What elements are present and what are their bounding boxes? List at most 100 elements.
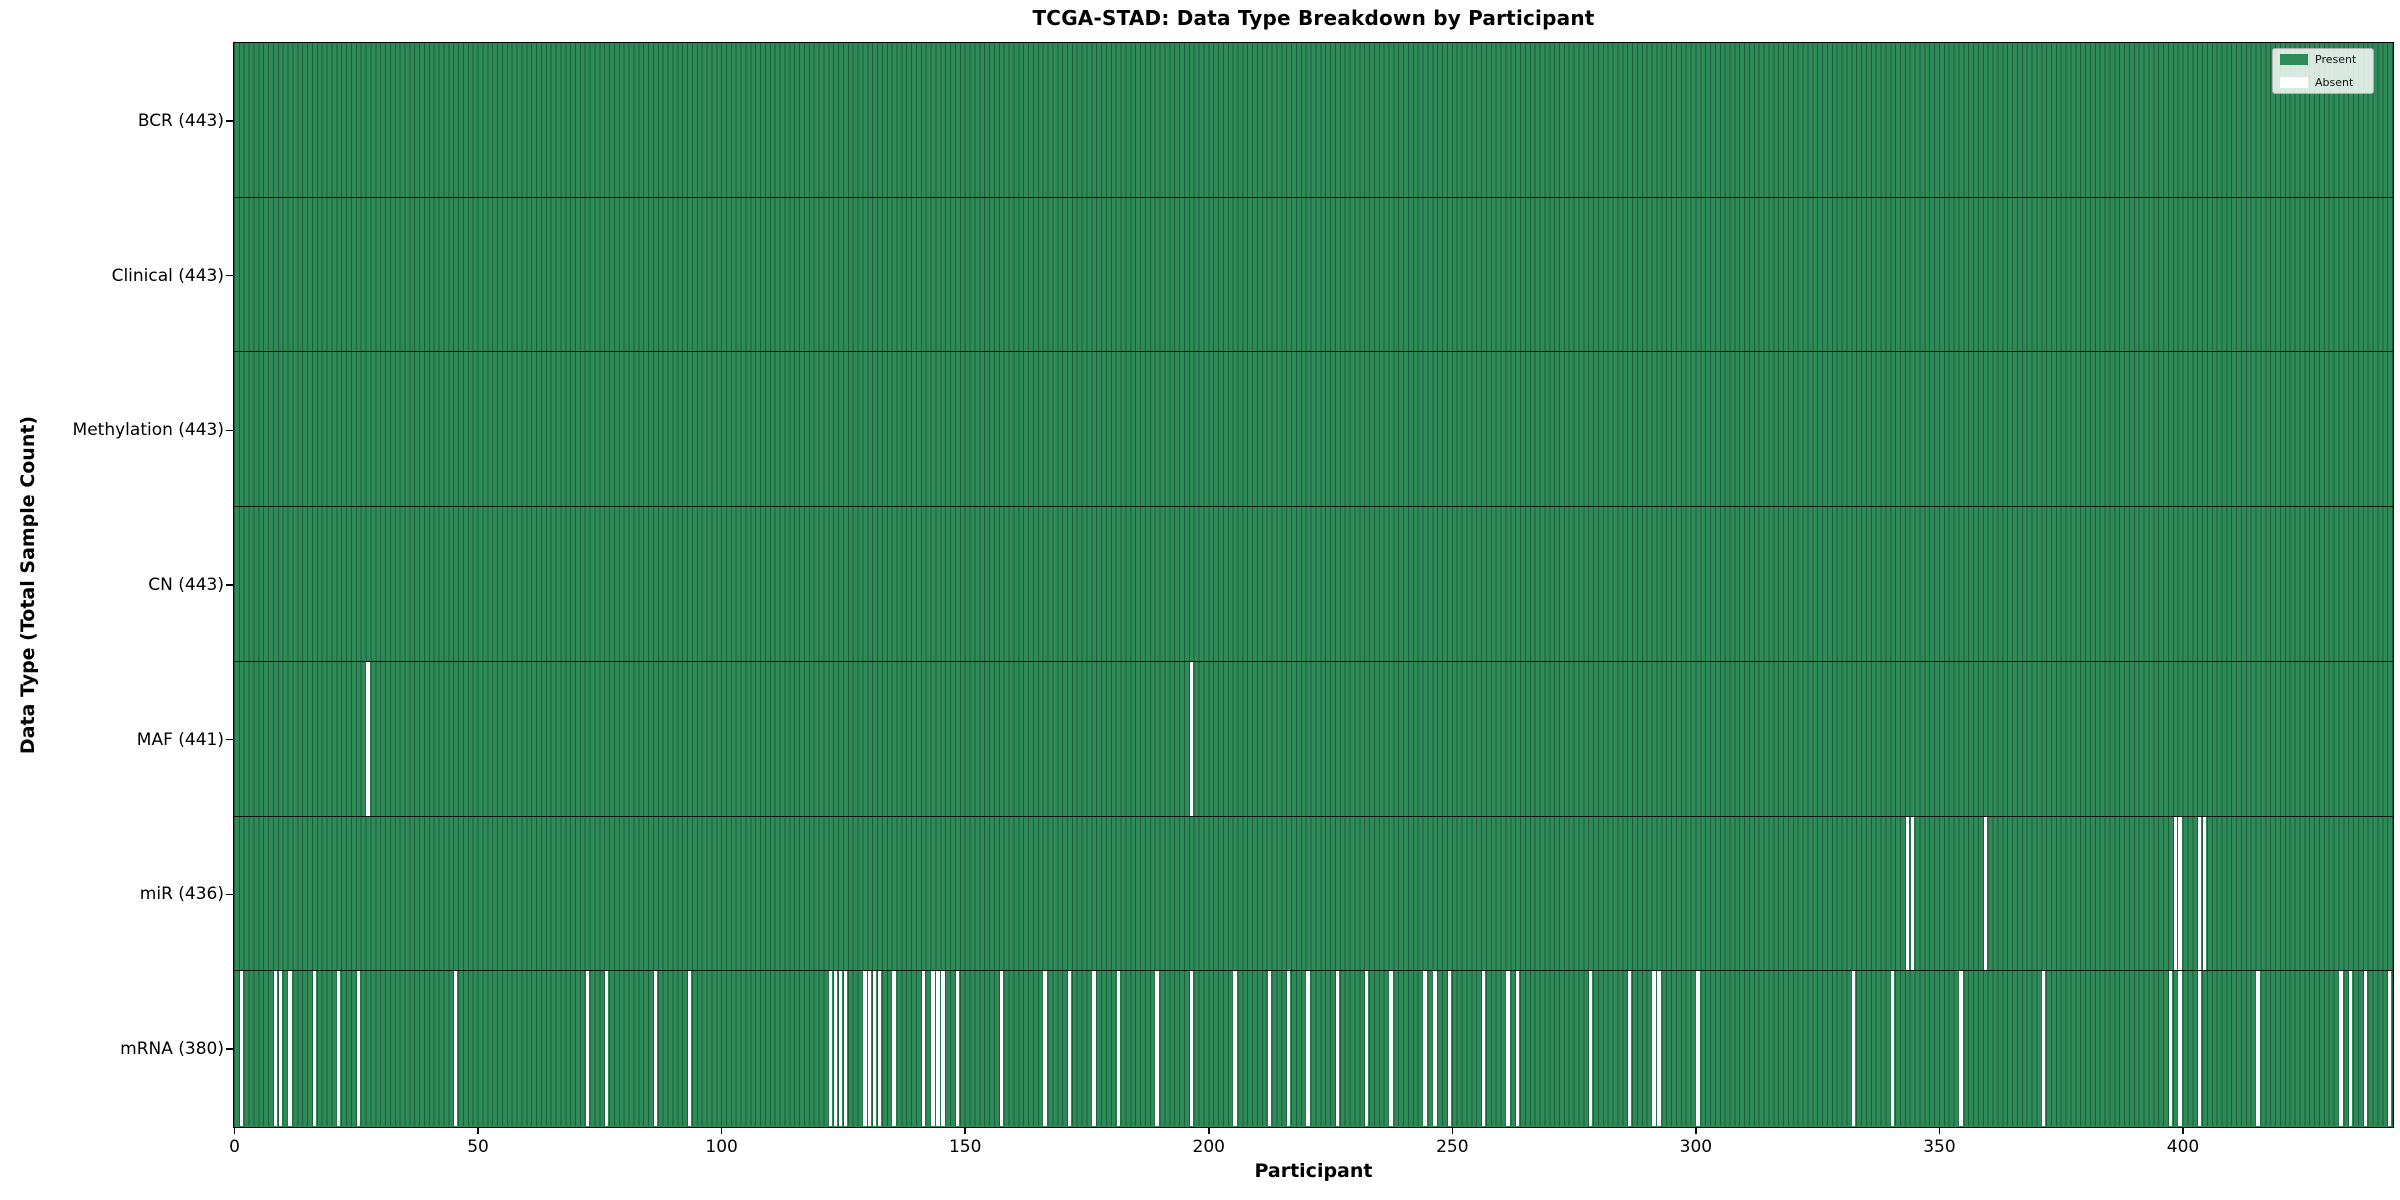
x-axis-label: Participant [1254,1160,1373,1182]
absent-cell-mir-344 [1910,816,1914,971]
legend-item-present: Present [2280,54,2366,65]
absent-cell-mrna-205 [1233,971,1237,1126]
absent-cell-mrna-286 [1628,971,1632,1126]
absent-cell-mrna-292 [1657,971,1661,1126]
absent-cell-mrna-143 [931,971,935,1126]
heatmap-row-clinical [234,197,2393,353]
x-tick-mark-100 [720,1128,723,1134]
absent-cell-mrna-237 [1389,971,1393,1126]
absent-cell-mrna-300 [1696,971,1700,1126]
absent-cell-mrna-340 [1891,971,1895,1126]
absent-cell-mrna-246 [1433,971,1437,1126]
heatmap-row-cn [234,507,2393,662]
absent-cell-mrna-129 [863,971,867,1126]
heatmap-row-bcr [234,43,2393,198]
plot-area [233,42,2394,1128]
absent-cell-mrna-332 [1852,971,1856,1126]
absent-cell-mrna-122 [829,971,833,1126]
absent-cell-mrna-21 [337,971,341,1126]
absent-cell-mrna-256 [1481,971,1486,1126]
absent-cell-mir-404 [2202,816,2207,971]
absent-cell-mrna-397 [2168,971,2173,1126]
y-tick-label-bcr: BCR (443) [137,110,224,131]
absent-cell-mrna-16 [312,971,317,1126]
absent-cell-mrna-9 [278,971,282,1126]
x-tick-mark-0 [233,1128,236,1134]
chart-title: TCGA-STAD: Data Type Breakdown by Partic… [1032,6,1595,30]
x-tick-mark-350 [1938,1128,1941,1134]
absent-cell-mrna-45 [454,971,458,1126]
absent-cell-mrna-291 [1652,971,1656,1126]
absent-cell-mrna-135 [892,971,896,1126]
y-tick-mark-clinical [226,274,233,277]
absent-cell-mrna-148 [955,971,960,1126]
y-tick-mark-cn [226,584,233,586]
absent-cell-mrna-130 [868,971,872,1126]
absent-cell-mrna-226 [1335,971,1340,1126]
absent-cell-mrna-249 [1447,971,1452,1126]
y-tick-mark-bcr [226,120,233,122]
x-tick-mark-300 [1695,1128,1697,1134]
x-tick-mark-250 [1451,1128,1454,1134]
absent-cell-maf-27 [366,661,370,816]
x-tick-label-150: 150 [948,1137,982,1157]
absent-cell-mrna-8 [273,971,278,1126]
absent-cell-mrna-1 [239,971,244,1126]
y-tick-mark-maf [226,738,233,741]
y-tick-label-maf: MAF (441) [136,729,224,750]
absent-cell-mrna-261 [1506,971,1510,1126]
y-tick-mark-mrna [226,1048,233,1050]
absent-cell-mrna-437 [2363,971,2367,1126]
absent-cell-mrna-157 [999,971,1003,1126]
x-tick-label-400: 400 [2166,1137,2200,1157]
absent-cell-mrna-144 [936,971,940,1126]
y-tick-label-cn: CN (443) [148,575,224,595]
x-tick-label-100: 100 [705,1137,738,1157]
absent-cell-mrna-86 [653,971,658,1126]
present-swatch-icon [2280,54,2308,65]
absent-cell-mrna-171 [1067,971,1072,1126]
absent-cell-mrna-442 [2387,971,2392,1126]
absent-cell-mrna-434 [2348,971,2353,1126]
absent-cell-mrna-212 [1267,971,1271,1126]
absent-cell-mrna-181 [1116,971,1120,1126]
absent-cell-mrna-141 [921,971,926,1126]
absent-cell-mrna-432 [2339,971,2343,1126]
absent-cell-mrna-123 [833,971,838,1126]
absent-cell-mrna-72 [585,971,589,1126]
y-tick-label-clinical: Clinical (443) [111,265,224,286]
y-tick-label-mrna: mRNA (380) [120,1039,224,1060]
x-tick-mark-400 [2182,1128,2184,1134]
absent-cell-mrna-25 [356,971,360,1126]
absent-cell-mir-399 [2178,816,2182,971]
y-tick-mark-methylation [226,429,233,432]
legend-label-absent: Absent [2315,76,2354,89]
absent-cell-mrna-176 [1092,971,1096,1126]
absent-cell-mrna-124 [838,971,843,1126]
absent-cell-mrna-131 [872,971,877,1126]
y-tick-label-methylation: Methylation (443) [72,420,224,441]
absent-cell-mrna-132 [877,971,882,1126]
heatmap-row-mrna [234,971,2393,1126]
y-tick-mark-mir [226,893,233,896]
absent-cell-mrna-216 [1287,971,1291,1126]
absent-cell-mir-343 [1905,816,1910,971]
absent-cell-mrna-145 [941,971,945,1126]
absent-cell-mrna-399 [2178,971,2182,1126]
absent-cell-mrna-371 [2042,971,2046,1126]
absent-cell-mrna-93 [687,971,692,1126]
heatmap-row-mir [234,816,2393,972]
x-tick-mark-150 [964,1128,966,1134]
y-tick-label-mir: miR (436) [139,884,224,905]
absent-cell-mrna-415 [2256,971,2260,1126]
legend: Present Absent [2272,48,2374,94]
absent-cell-mrna-166 [1043,971,1047,1126]
absent-cell-mrna-263 [1515,971,1520,1126]
x-tick-label-250: 250 [1436,1137,1469,1157]
heatmap-row-maf [234,661,2393,817]
absent-cell-mrna-11 [288,971,292,1126]
absent-cell-mir-359 [1983,816,1987,971]
absent-cell-mrna-232 [1364,971,1369,1126]
absent-cell-mrna-354 [1959,971,1963,1126]
